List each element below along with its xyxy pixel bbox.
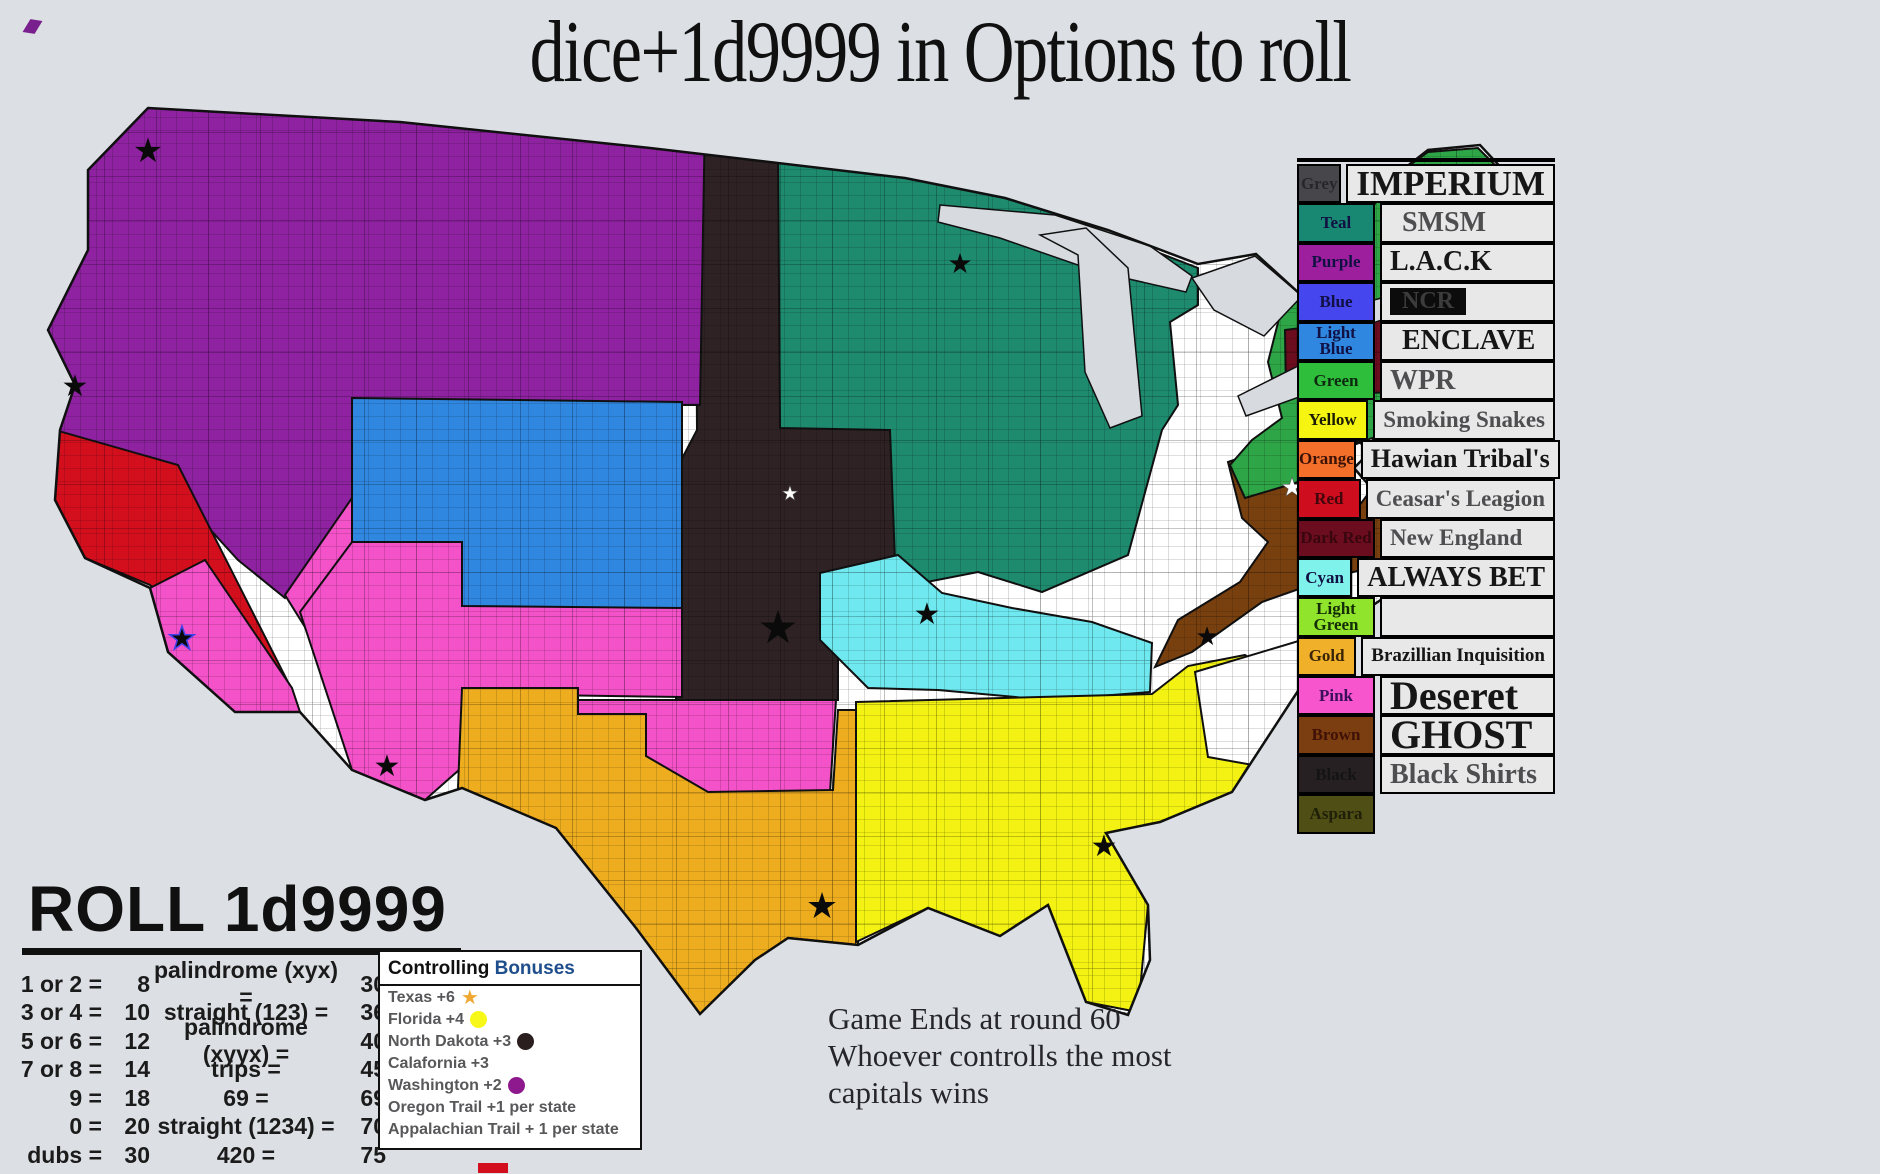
capital-star: ★: [806, 886, 838, 927]
faction-name: IMPERIUM: [1346, 164, 1555, 204]
faction-name: Black Shirts: [1380, 754, 1555, 795]
capital-star: ★: [1195, 622, 1218, 652]
capital-star-white: ★: [781, 481, 799, 505]
bonus-item: Washington +2: [380, 1074, 640, 1096]
legend-swatch-pink: Pink: [1297, 676, 1375, 716]
legend-row: Orange Hawian Tribal's: [1297, 439, 1560, 480]
faction-name: ALWAYS BET: [1357, 557, 1555, 598]
legend-row: Blue NCR: [1297, 282, 1555, 322]
faction-name: Hawian Tribal's: [1360, 439, 1560, 480]
capital-star: ★: [947, 247, 972, 280]
faction-name: Smoking Snakes: [1373, 400, 1555, 440]
bonus-item: Calafornia +3: [388, 1054, 489, 1072]
game-end-note: Game Ends at round 60 Whoever controlls …: [828, 1000, 1172, 1111]
roll-row: 1 or 2 = 8 palindrome (xyx) = 30: [20, 957, 386, 1011]
legend-swatch-purple: Purple: [1297, 242, 1375, 283]
legend-swatch-aspara: Aspara: [1297, 794, 1375, 834]
game-end-line: Game Ends at round 60: [828, 1001, 1121, 1036]
legend-swatch-brown: Brown: [1297, 715, 1375, 755]
north-dakota-circle-icon: [517, 1032, 535, 1050]
lake-michigan: [1037, 227, 1143, 429]
legend-swatch-light-blue: Light Blue: [1297, 321, 1375, 361]
legend-row: Green WPR: [1297, 360, 1555, 401]
faction-name: Brazillian Inquisition: [1361, 636, 1555, 677]
legend-row: Yellow Smoking Snakes: [1297, 400, 1555, 440]
capital-star: ★: [914, 597, 941, 632]
washington-circle-icon: [507, 1076, 525, 1094]
legend-swatch-gold: Gold: [1297, 636, 1357, 677]
faction-name: L.A.C.K: [1380, 242, 1555, 283]
faction-name-empty: [1380, 597, 1555, 637]
faction-name: ENCLAVE: [1380, 321, 1555, 361]
faction-name: Ceasar's Leagion: [1365, 479, 1555, 519]
capital-star: ★: [757, 600, 798, 654]
bonus-item: Oregon Trail +1 per state: [388, 1098, 577, 1116]
legend-swatch-grey: Grey: [1297, 164, 1342, 204]
legend-row: Gold Brazillian Inquisition: [1297, 636, 1555, 677]
bonus-item: North Dakota +3: [380, 1030, 640, 1052]
roll-row: 0 = 20 straight (1234) = 70: [69, 1113, 386, 1140]
legend-row: Teal SMSM: [1297, 203, 1555, 243]
legend-swatch-cyan: Cyan: [1297, 557, 1353, 598]
legend-row: Light Green: [1297, 597, 1555, 637]
legend-row: Light Blue ENCLAVE: [1297, 321, 1555, 361]
legend-swatch-dark-red: Dark Red: [1297, 518, 1375, 558]
texas-star-icon: ★: [460, 985, 479, 1009]
legend-swatch-red: Red: [1297, 479, 1361, 519]
roll-heading: ROLL 1d9999: [22, 872, 461, 955]
faction-name: Deseret: [1380, 675, 1555, 716]
legend-row: Pink Deseret: [1297, 675, 1555, 716]
page-title: dice+1d9999 in Options to roll: [529, 4, 1352, 101]
roll-row: 3 or 4 = 10 straight (123) = 36: [20, 999, 386, 1026]
faction-name: SMSM: [1380, 203, 1555, 243]
roll-row: 7 or 8 = 14 trips = 45: [20, 1056, 386, 1083]
lake-huron: [1190, 255, 1304, 337]
legend-row: Cyan ALWAYS BET: [1297, 557, 1555, 598]
roll-row: 9 = 18 69 = 69: [69, 1084, 386, 1111]
legend-swatch-green: Green: [1297, 360, 1375, 401]
florida-circle-icon: [470, 1010, 488, 1028]
game-end-line: Whoever controlls the most: [828, 1038, 1172, 1073]
legend-row: Dark Red New England: [1297, 518, 1555, 558]
legend-swatch-light-green: Light Green: [1297, 597, 1375, 637]
legend-row: Brown GHOST: [1297, 715, 1555, 755]
legend-swatch-orange: Orange: [1297, 439, 1356, 480]
legend-row: Black Black Shirts: [1297, 754, 1555, 795]
bonus-item: Florida +4: [380, 1008, 640, 1030]
bonuses-title: Controlling Bonuses: [380, 956, 640, 986]
roll-row: dubs = 30 420 = 75: [27, 1141, 386, 1168]
bottom-red-artifact: [478, 1163, 508, 1173]
faction-name: WPR: [1380, 360, 1555, 401]
faction-name: New England: [1380, 518, 1555, 558]
capital-star: ★: [1091, 829, 1118, 864]
bonus-item: Texas +6 ★: [388, 985, 479, 1009]
legend-swatch-teal: Teal: [1297, 203, 1375, 243]
legend-swatch-blue: Blue: [1297, 282, 1375, 322]
legend-row: Aspara: [1297, 794, 1555, 834]
bonus-item: Appalachian Trail + 1 per state: [388, 1120, 619, 1138]
legend-swatch-yellow: Yellow: [1297, 400, 1369, 440]
capital-star: ★: [168, 619, 197, 657]
capital-star: ★: [62, 369, 89, 404]
redacted-faction-name: NCR: [1390, 288, 1466, 316]
controlling-bonuses-panel: Controlling Bonuses Texas +6 ★ Florida +…: [378, 950, 642, 1150]
faction-name: GHOST: [1380, 715, 1555, 755]
capital-star: ★: [374, 749, 401, 784]
legend-row: Red Ceasar's Leagion: [1297, 479, 1555, 519]
legend-row: Purple L.A.C.K: [1297, 242, 1555, 283]
game-end-line: capitals wins: [828, 1075, 989, 1110]
capital-star: ★: [133, 131, 163, 171]
roll-table: 1 or 2 = 8 palindrome (xyx) = 30 3 or 4 = 1…: [16, 957, 388, 1170]
legend-swatch-black: Black: [1297, 754, 1375, 795]
faction-legend: Grey IMPERIUM Teal SMSM Purple L.A.C.K B…: [1297, 158, 1560, 834]
legend-row: Grey IMPERIUM: [1297, 164, 1555, 204]
roll-row: 5 or 6 = 12 palindrome (xyyx) = 40: [20, 1014, 386, 1068]
faction-name: NCR: [1380, 282, 1555, 322]
